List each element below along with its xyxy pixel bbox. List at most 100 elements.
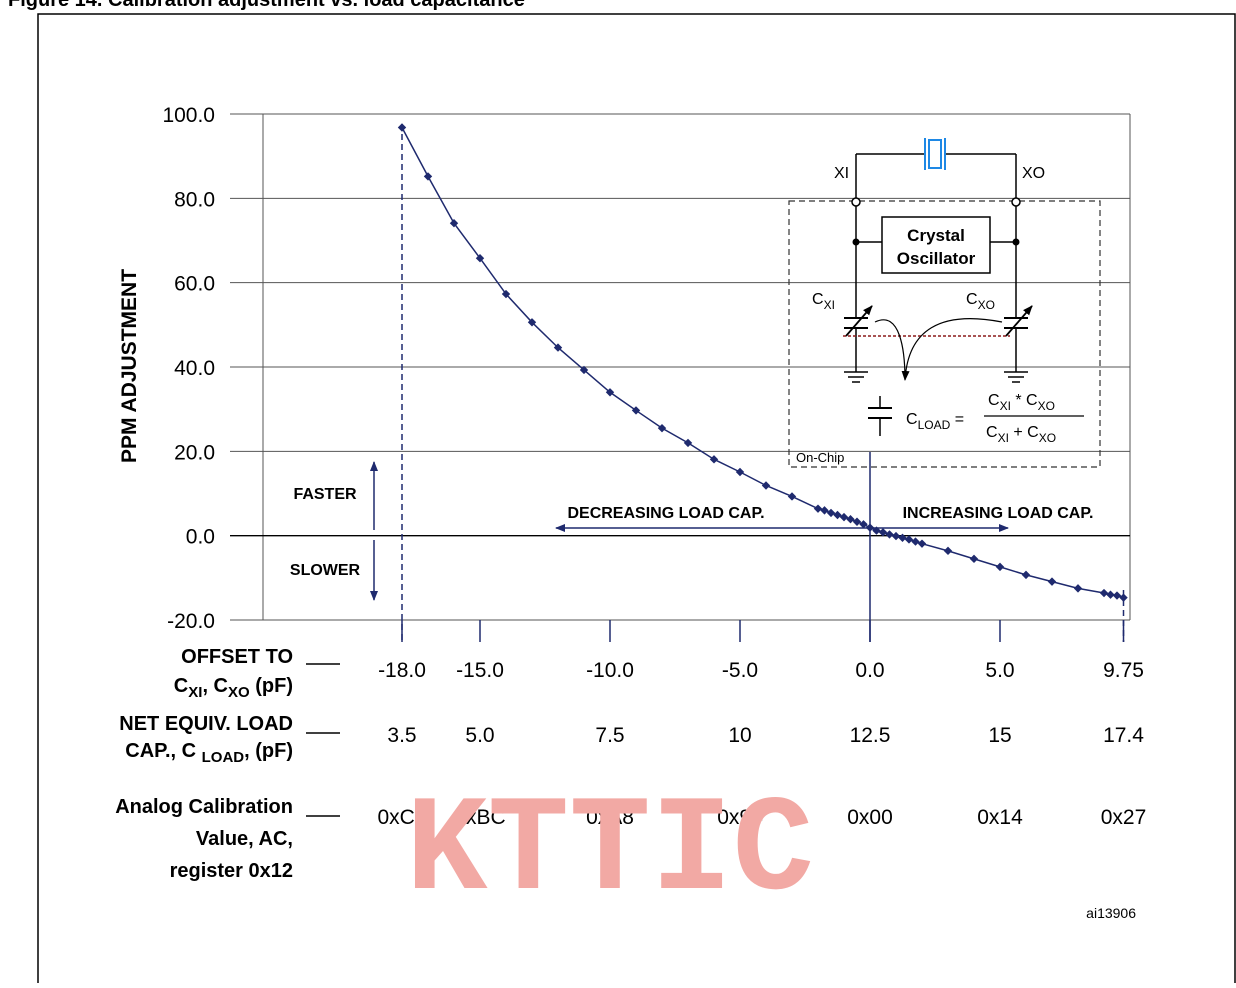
y-tick-label-4: 20.0 [174,441,215,464]
cload-main: C [906,411,918,428]
row-offset-label: OFFSET TO CXI, CXO (pF) [174,646,340,701]
data-point [852,517,862,526]
inset-schematic: On-Chip XI XO Crystal Oscillator [788,138,1101,468]
figure-caption: Figure 14. Calibration adjustment vs. lo… [8,0,525,11]
y-tick-labels: 100.0 80.0 60.0 40.0 20.0 0.0 -20.0 [162,104,215,633]
row-load-label: NET EQUIV. LOAD CAP., C LOAD, (pF) [119,713,340,766]
data-point [553,343,563,352]
gridlines [230,113,1130,621]
y-tick-label-6: -20.0 [167,610,215,633]
data-point [605,388,615,397]
y-tick-label-0: 100.0 [162,104,215,127]
cload-label: CLOAD = [906,411,964,432]
x-tick-marks [401,620,1125,642]
data-point [826,508,836,518]
data-point [527,318,537,327]
row-2-value-0: 0xC8 [377,806,426,829]
den-b-sub: XO [1039,431,1056,445]
xo-label: XO [1022,165,1045,182]
data-point [397,123,407,132]
cxo-label: CXO [966,291,995,312]
cxi-main: C [812,291,824,308]
row-2-value-3: 0x94 [717,806,763,829]
data-point [995,562,1005,572]
data-point [1021,570,1031,580]
den-a: C [986,424,998,441]
figure-id: ai13906 [1086,905,1136,921]
row-ac-line3: register 0x12 [170,860,293,882]
row-2-value-4: 0x00 [847,806,893,829]
y-tick-label-1: 80.0 [174,188,215,211]
xi-pin [851,197,861,207]
row-ac-label: Analog Calibration Value, AC, register 0… [115,796,340,882]
den-a-sub: XI [998,431,1009,445]
cxi-sub: XI [188,684,202,701]
oscillator-line1: Crystal [907,226,965,245]
crystal-icon [924,138,946,170]
row-0-value-4: 0.0 [855,659,884,682]
cload-equals: = [950,411,964,428]
row-0-value-5: 5.0 [985,659,1014,682]
data-point [865,523,875,532]
row-1-value-5: 15 [988,724,1011,747]
row-2-value-2: 0xA8 [586,806,634,829]
xo-pin [1011,197,1021,207]
data-point [911,537,920,546]
faster-label: FASTER [293,486,357,503]
cxo-sub: XO [978,298,995,312]
slower-label: SLOWER [290,562,361,579]
row-load-line1: NET EQUIV. LOAD [119,713,293,735]
faster-slower-indicator: FASTER SLOWER [290,461,378,601]
data-point [501,289,511,299]
cload-sub: LOAD [918,418,951,432]
data-point [820,506,829,515]
data-point [904,535,914,544]
data-point [839,512,849,522]
row-1-value-4: 12.5 [850,724,891,747]
data-point [449,219,459,228]
row-ac-line2: Value, AC, [196,828,293,850]
row-2-value-6: 0x27 [1101,806,1147,829]
row-2-value-1: 0xBC [454,806,505,829]
row-offset-line1: OFFSET TO [181,646,293,668]
row-0-value-0: -18.0 [378,659,426,682]
formula-denominator: CXI + CXO [986,424,1056,445]
data-point [735,467,745,477]
cxo-capacitor-icon [1004,305,1033,383]
plot-area: 100.0 80.0 60.0 40.0 20.0 0.0 -20.0 [162,104,1131,642]
cload-c: CAP., C [125,740,201,762]
data-point [657,423,667,433]
watermark: KTTIC [406,775,814,929]
data-point [891,531,901,541]
data-point [1106,590,1115,599]
cxo-c: , C [202,675,228,697]
cxi-capacitor-icon [844,305,873,383]
series-group [397,123,1128,602]
data-point [813,504,823,513]
on-chip-box [788,200,1101,468]
row-0-value-3: -5.0 [722,659,758,682]
data-point [1112,591,1122,600]
oscillator-box [881,216,991,274]
oscillator-line2: Oscillator [897,249,976,268]
cxo-main: C [966,291,978,308]
row-1-value-0: 3.5 [387,724,416,747]
on-chip-label: On-Chip [796,450,844,465]
data-point [878,528,888,537]
row-1-value-2: 7.5 [595,724,624,747]
row-values: -18.0 -15.0 -10.0 -5.0 0.0 5.0 9.75 3.5 5.0 7.5 10… [377,659,1146,829]
data-point [475,254,485,263]
data-point [859,520,868,529]
decreasing-label: DECREASING LOAD CAP. [567,505,764,522]
row-1-value-1: 5.0 [465,724,494,747]
cload-unit: , (pF) [244,740,293,762]
data-point [885,530,894,539]
cload-capacitor-icon [868,396,892,436]
data-point [579,365,589,375]
data-point [917,539,927,548]
row-ac-line1: Analog Calibration [115,796,293,818]
figure-border [37,13,1236,988]
row-1-value-3: 10 [728,724,751,747]
